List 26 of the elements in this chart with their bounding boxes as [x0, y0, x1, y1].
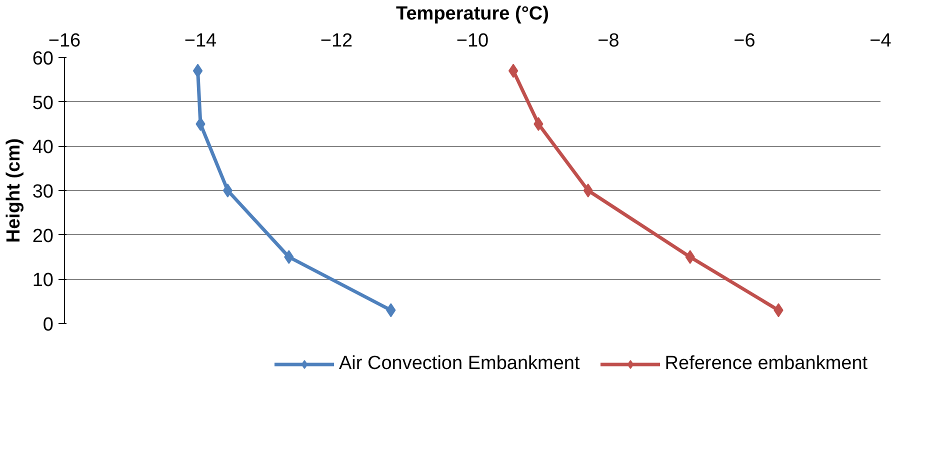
point	[192, 64, 203, 78]
x-tick-label: −10	[456, 30, 489, 52]
point	[508, 64, 518, 78]
x-axis-title: Temperature (°C)	[396, 4, 549, 24]
legend-label: Reference embankment	[664, 353, 868, 375]
x-tick-label: −12	[320, 30, 353, 52]
point	[685, 250, 695, 264]
point	[222, 184, 233, 198]
x-tick-label: −14	[184, 30, 218, 52]
point	[196, 117, 206, 131]
point	[534, 117, 544, 131]
y-tick-label: 20	[32, 226, 54, 247]
y-tick-label: 60	[32, 48, 54, 70]
y-tick-label: 0	[42, 314, 54, 336]
x-tick-label: −6	[734, 30, 756, 52]
legend-label: Air Convection Embankment	[339, 353, 580, 375]
x-tick-label: −4	[870, 30, 892, 52]
x-tick-label: −8	[598, 30, 620, 52]
y-tick-label: 50	[32, 92, 54, 114]
x-tick-label: −16	[48, 30, 81, 52]
y-tick-label: 30	[32, 182, 54, 202]
y-tick-label: 10	[32, 270, 54, 292]
y-axis-title: Height (cm)	[3, 138, 24, 243]
point	[284, 250, 294, 264]
point	[583, 184, 593, 198]
y-tick-label: 40	[32, 137, 54, 158]
